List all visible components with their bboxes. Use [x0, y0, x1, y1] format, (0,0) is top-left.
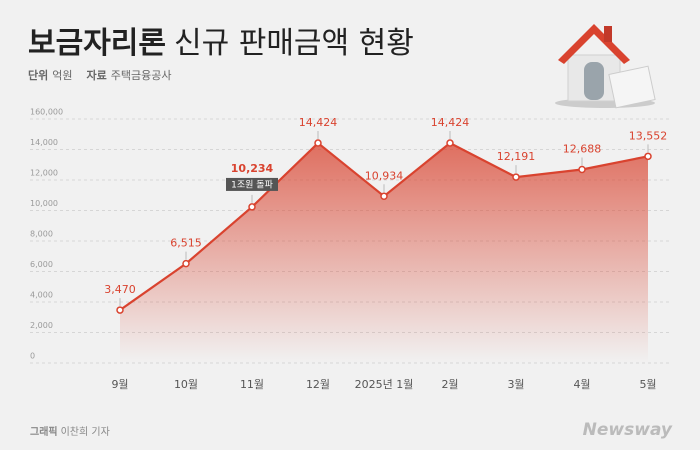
x-tick-label: 2월 — [441, 378, 458, 391]
y-tick-label: 14,000 — [30, 138, 58, 147]
house-icon — [555, 24, 656, 109]
point — [446, 139, 454, 147]
point — [380, 192, 388, 201]
x-tick-label: 4월 — [573, 378, 590, 391]
annotation: 1조원 돌파 — [231, 179, 273, 190]
point — [644, 152, 652, 161]
x-tick-label: 12월 — [306, 378, 330, 391]
point — [182, 259, 190, 268]
point — [512, 173, 520, 181]
x-tick-label: 10월 — [174, 378, 198, 391]
value-label: 14,424 — [431, 116, 470, 129]
y-tick-label: 8,000 — [30, 230, 53, 239]
title-rest: 신규 판매금액 현황 — [174, 26, 414, 61]
unit-label: 단위 — [28, 68, 48, 82]
point — [116, 306, 124, 314]
y-tick-label: 0 — [30, 352, 35, 361]
y-tick-label: 160,000 — [30, 108, 63, 117]
credit-label: 그래픽 — [30, 425, 58, 438]
point — [248, 203, 256, 211]
value-label: 14,424 — [299, 116, 338, 129]
brand: Newsway — [583, 420, 673, 440]
unit: 억원 — [52, 69, 72, 82]
x-tick-label: 9월 — [111, 378, 128, 391]
source: 주택금융공사 — [111, 69, 172, 82]
credit: 그래픽 이찬희 기자 — [30, 425, 110, 438]
y-tick-label: 6,000 — [30, 260, 53, 269]
title-bold: 보금자리론 — [28, 26, 166, 61]
value-label: 13,552 — [629, 129, 668, 142]
value-label: 12,688 — [563, 143, 602, 156]
subtitle: 단위 억원 자료 주택금융공사 — [28, 68, 171, 82]
annotation-box — [226, 177, 278, 191]
value-label: 3,470 — [104, 283, 136, 296]
point — [578, 165, 586, 174]
chart-title: 보금자리론 신규 판매금액 현황 — [28, 26, 414, 61]
value-label: 10,934 — [365, 169, 404, 182]
value-label: 12,191 — [497, 150, 536, 163]
credit-name: 이찬희 기자 — [61, 426, 110, 438]
y-tick-label: 4,000 — [30, 291, 53, 300]
value-label: 6,515 — [170, 237, 202, 250]
value-label: 10,234 — [231, 162, 274, 175]
x-tick-label: 5월 — [639, 378, 656, 391]
x-tick-label: 2025년 1월 — [355, 378, 414, 391]
y-tick-label: 2,000 — [30, 321, 53, 330]
y-tick-label: 10,000 — [30, 199, 58, 208]
x-tick-label: 3월 — [507, 378, 524, 391]
y-tick-label: 12,000 — [30, 169, 58, 178]
x-tick-label: 11월 — [240, 378, 264, 391]
area — [120, 143, 648, 363]
source-label: 자료 — [87, 68, 107, 82]
point — [314, 139, 322, 147]
